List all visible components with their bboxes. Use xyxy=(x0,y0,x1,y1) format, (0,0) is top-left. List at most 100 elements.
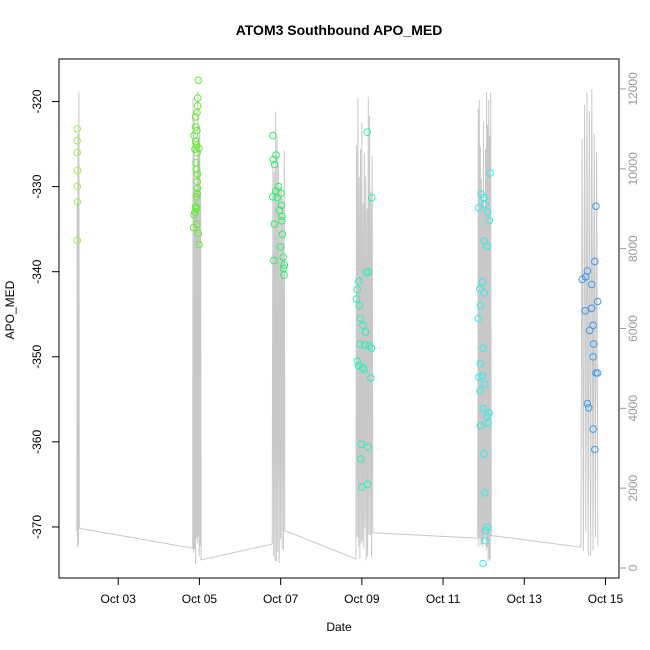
data-point xyxy=(476,301,485,310)
y2-tick-label: 12000 xyxy=(626,72,640,106)
plot-frame xyxy=(58,58,620,579)
data-point xyxy=(367,374,375,382)
data-point xyxy=(353,357,362,365)
data-point xyxy=(193,170,202,178)
y2-tick-label: 8000 xyxy=(626,235,640,262)
data-point xyxy=(587,304,596,313)
data-point xyxy=(357,440,366,449)
x-tick-label: Oct 09 xyxy=(344,592,380,606)
data-point xyxy=(356,340,364,348)
x-tick-label: Oct 13 xyxy=(507,592,543,606)
data-point xyxy=(589,353,597,361)
data-point xyxy=(270,256,278,265)
data-point xyxy=(481,200,489,209)
data-point xyxy=(476,387,484,395)
data-point xyxy=(190,210,198,219)
data-point xyxy=(73,166,82,175)
data-point xyxy=(480,450,488,458)
data-point xyxy=(593,369,602,377)
data-point xyxy=(355,301,364,310)
y-tick-label: -350 xyxy=(30,344,44,368)
data-point xyxy=(589,321,597,330)
data-point xyxy=(581,307,590,315)
data-points xyxy=(73,76,602,568)
y2-tick-label: 4000 xyxy=(626,395,640,422)
data-point xyxy=(277,201,286,210)
data-point xyxy=(364,443,372,451)
data-point xyxy=(192,165,201,174)
y-tick-label: -360 xyxy=(30,430,44,454)
data-point xyxy=(585,404,593,412)
data-point xyxy=(587,280,596,289)
data-point xyxy=(73,236,82,244)
data-point xyxy=(474,314,483,323)
data-point xyxy=(486,169,494,177)
data-point xyxy=(276,243,285,251)
data-point xyxy=(193,204,201,212)
data-point xyxy=(356,455,365,463)
y-axis-label: APO_MED xyxy=(3,280,17,339)
data-point xyxy=(361,341,369,349)
data-point xyxy=(589,340,598,348)
data-point xyxy=(481,536,489,545)
chart-title: ATOM3 Southbound APO_MED xyxy=(236,22,443,38)
y-tick-label: -320 xyxy=(30,89,44,113)
data-point xyxy=(280,261,289,269)
data-point xyxy=(193,184,202,193)
data-point xyxy=(367,193,376,202)
data-point xyxy=(361,328,370,336)
data-point xyxy=(474,204,483,212)
data-point xyxy=(479,559,487,568)
data-point xyxy=(73,125,81,133)
data-point xyxy=(485,216,494,225)
data-point xyxy=(194,229,203,238)
data-point xyxy=(585,326,594,335)
data-point xyxy=(190,223,198,232)
data-point xyxy=(485,409,493,417)
y-tick-label: -330 xyxy=(30,174,44,198)
data-point xyxy=(363,128,372,136)
data-point xyxy=(360,365,368,374)
data-point xyxy=(476,421,485,430)
y2-tick-label: 6000 xyxy=(626,315,640,342)
data-point xyxy=(354,277,363,285)
data-point xyxy=(591,257,599,266)
data-point xyxy=(191,137,200,146)
x-axis: Oct 03 Oct 05 Oct 07 Oct 09 Oct 11 Oct 13 Oct … xyxy=(101,578,623,606)
data-point xyxy=(278,212,286,221)
line-series-path xyxy=(76,89,599,565)
data-point xyxy=(270,160,279,169)
secondary-line-series xyxy=(76,89,599,565)
data-point xyxy=(192,193,201,201)
data-point xyxy=(363,480,372,489)
data-point xyxy=(195,240,203,249)
y-axis-right: 0 2000 4000 6000 8000 10000 12000 xyxy=(619,72,640,571)
data-point xyxy=(481,489,489,497)
data-point xyxy=(356,314,365,323)
data-point xyxy=(193,94,202,102)
data-point xyxy=(279,253,288,262)
data-point xyxy=(193,108,201,117)
data-point xyxy=(73,182,82,191)
data-point xyxy=(478,278,487,286)
data-point xyxy=(484,419,493,428)
y-axis-left: -320 -330 -340 -350 -360 -370 xyxy=(30,89,59,539)
data-point xyxy=(269,155,278,164)
y2-tick-label: 2000 xyxy=(626,475,640,502)
x-tick-label: Oct 05 xyxy=(182,592,218,606)
x-tick-label: Oct 07 xyxy=(263,592,299,606)
data-point xyxy=(270,220,279,228)
data-point xyxy=(353,285,362,294)
data-point xyxy=(352,295,361,303)
data-point xyxy=(278,216,286,225)
y-tick-label: -370 xyxy=(30,515,44,539)
data-point xyxy=(191,113,200,121)
data-point xyxy=(268,193,277,201)
y2-tick-label: 10000 xyxy=(626,152,640,186)
data-point xyxy=(280,271,288,279)
data-point xyxy=(475,284,484,293)
y-tick-label: -340 xyxy=(30,259,44,283)
y2-tick-label: 0 xyxy=(626,564,640,571)
data-point xyxy=(269,131,277,140)
